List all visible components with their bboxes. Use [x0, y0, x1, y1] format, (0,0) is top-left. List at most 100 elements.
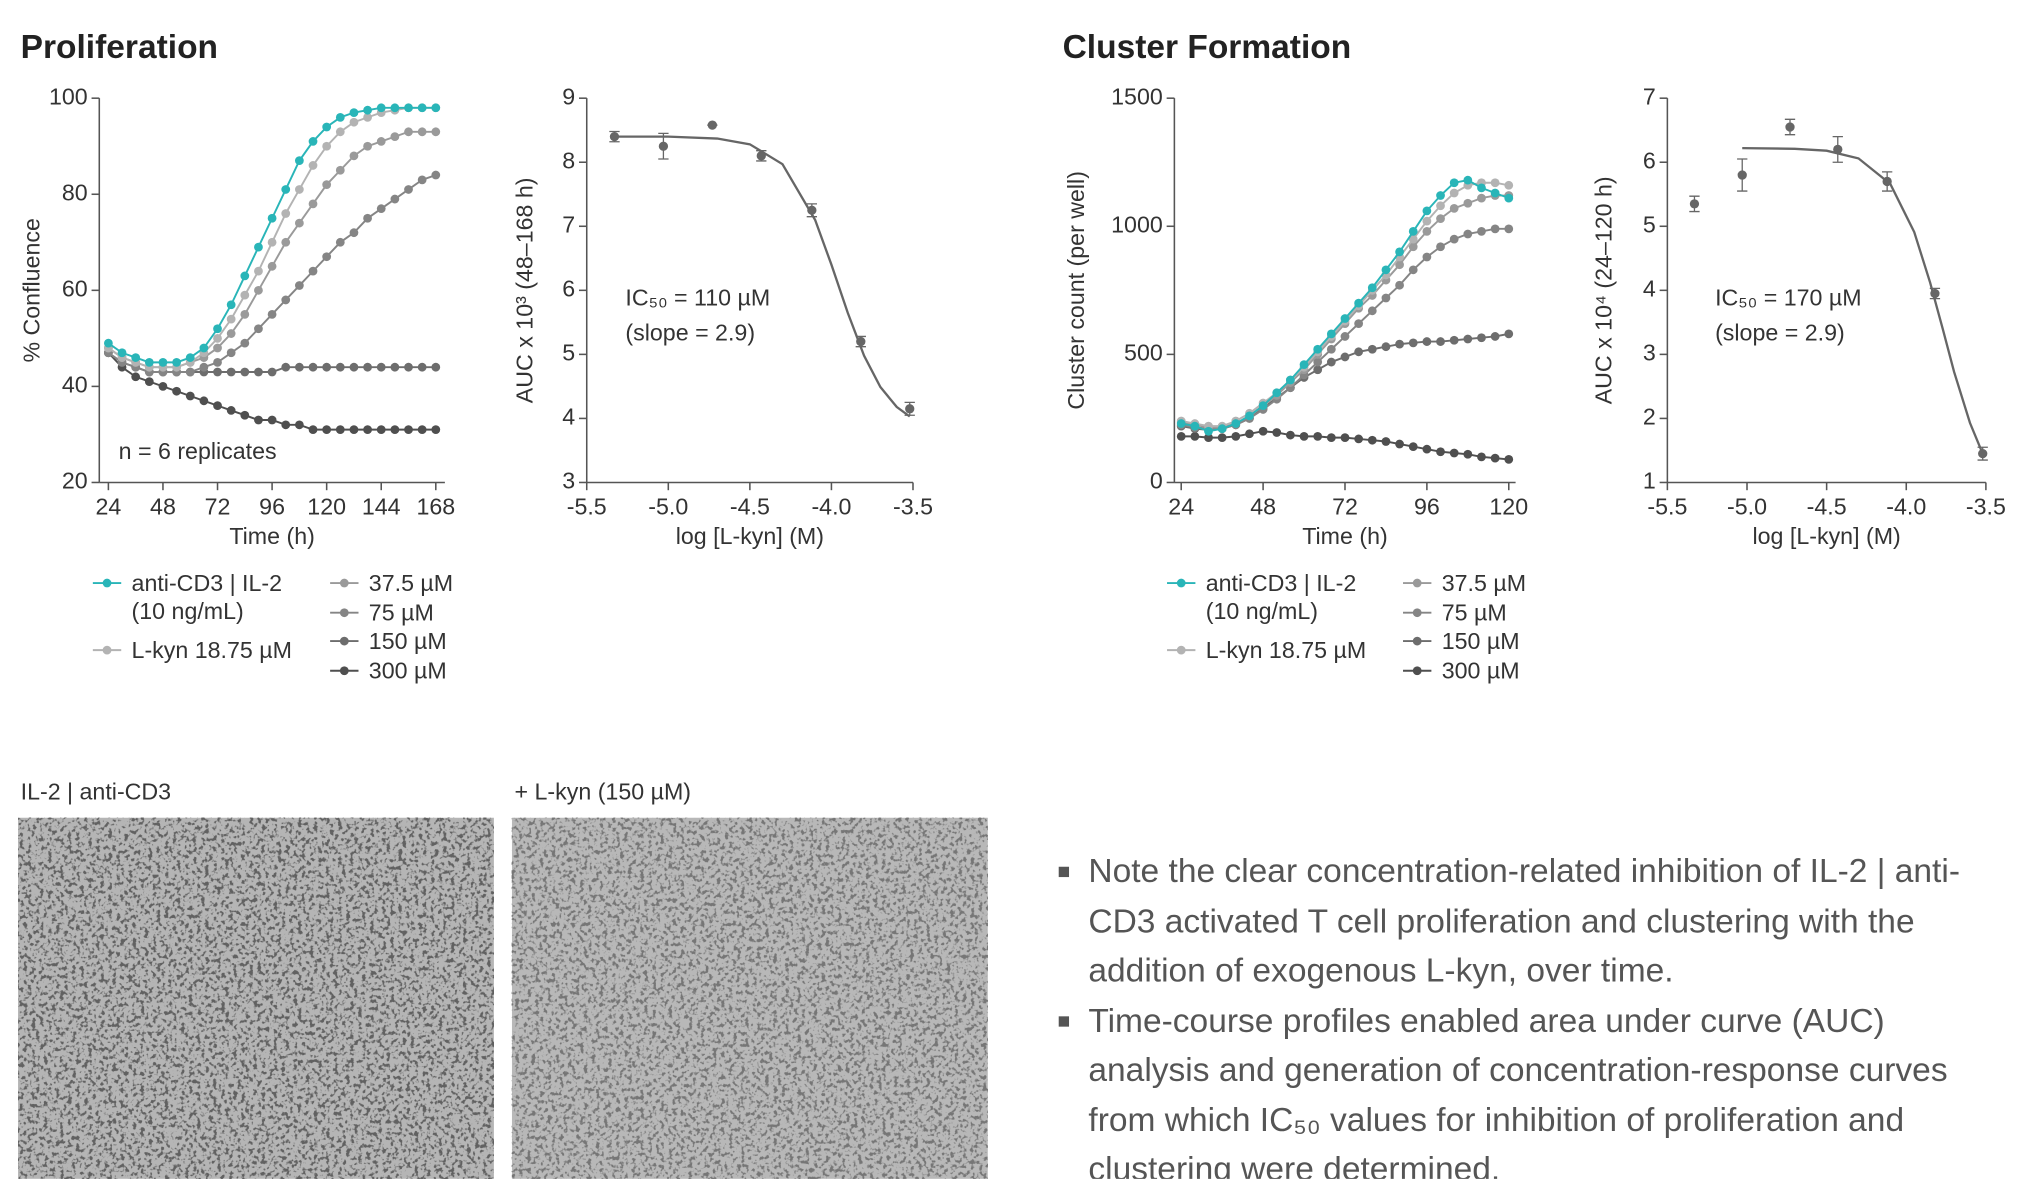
- data-point: [1477, 227, 1486, 236]
- data-point: [1490, 188, 1500, 198]
- data-point: [1217, 433, 1227, 443]
- data-point: [363, 113, 372, 122]
- data-point: [213, 333, 222, 343]
- series-line: [1181, 332, 1509, 431]
- data-point: [1436, 337, 1445, 346]
- data-point: [335, 425, 345, 435]
- data-point: [1354, 434, 1364, 444]
- data-point: [376, 425, 386, 435]
- data-point: [1477, 452, 1486, 462]
- data-point: [254, 367, 263, 377]
- data-point: [267, 415, 277, 425]
- data-point: [294, 420, 304, 430]
- data-point: [213, 324, 222, 334]
- legend-label: 37.5 µM: [1441, 570, 1527, 596]
- y-tick-label: 100: [49, 83, 88, 109]
- data-point: [1449, 178, 1459, 188]
- data-point: [131, 372, 141, 382]
- data-point: [1490, 224, 1500, 234]
- data-point: [1286, 375, 1295, 385]
- data-point: [1272, 428, 1282, 437]
- x-tick-label: 48: [1250, 493, 1276, 519]
- data-point: [213, 357, 222, 367]
- data-point: [226, 314, 236, 324]
- y-tick-label: 4: [1643, 275, 1656, 301]
- x-tick-label: -4.0: [1886, 493, 1926, 519]
- data-point: [308, 266, 318, 276]
- legend-marker: [339, 666, 349, 676]
- legend-label: 300 µM: [1441, 657, 1520, 684]
- data-point: [213, 367, 222, 377]
- legend-label: L-kyn 18.75 µM: [1205, 637, 1367, 664]
- data-point: [267, 237, 277, 247]
- data-point: [1490, 453, 1500, 463]
- data-point: [349, 108, 359, 117]
- legend-label-box: 150 µM: [1441, 628, 1520, 654]
- annotation: IC₅₀ = 110 µM: [625, 284, 770, 310]
- data-point: [1463, 198, 1473, 208]
- data-point: [199, 343, 209, 353]
- x-tick-label: -3.5: [893, 493, 933, 519]
- y-tick-label: 0: [1150, 468, 1163, 494]
- legend-label: 150 µM: [368, 628, 447, 654]
- data-point: [294, 281, 304, 290]
- y-tick-label: 8: [562, 147, 575, 173]
- legend-label: L-kyn 18.75 µM: [131, 637, 293, 664]
- data-point: [390, 425, 400, 435]
- data-point: [199, 396, 209, 406]
- data-point: [1258, 401, 1268, 410]
- data-point: [431, 103, 441, 113]
- data-point: [363, 425, 372, 435]
- data-point: [131, 353, 141, 362]
- data-point: [431, 170, 441, 180]
- data-point: [294, 185, 304, 194]
- data-point: [1313, 344, 1323, 354]
- legend-marker: [1176, 645, 1186, 655]
- legend-marker: [1412, 608, 1422, 618]
- data-point: [1381, 293, 1391, 303]
- data-point: [1326, 433, 1336, 443]
- data-point: [226, 406, 236, 415]
- x-tick-label: 96: [1414, 493, 1440, 519]
- legend-marker: [102, 578, 112, 588]
- y-tick-label: 3: [562, 468, 575, 494]
- data-point: [1463, 229, 1473, 239]
- data-point: [254, 242, 263, 252]
- data-point: [1689, 199, 1700, 209]
- x-tick-label: 168: [416, 493, 455, 519]
- data-point: [1299, 360, 1309, 370]
- data-point: [1326, 329, 1336, 339]
- data-point: [281, 295, 291, 305]
- data-point: [226, 329, 236, 338]
- data-point: [1190, 421, 1200, 431]
- data-point: [1340, 332, 1350, 341]
- x-tick-label: -5.5: [567, 493, 607, 519]
- data-point: [1477, 333, 1486, 343]
- bullet-box: Note the clear concentration-related inh…: [1057, 846, 2011, 1179]
- x-tick-label: 120: [1489, 493, 1528, 519]
- data-point: [254, 324, 263, 334]
- y-tick-label: 40: [62, 372, 88, 398]
- data-point: [1326, 344, 1336, 354]
- data-point: [144, 377, 154, 386]
- data-point: [417, 175, 427, 185]
- data-point: [1422, 337, 1432, 346]
- data-point: [158, 357, 168, 367]
- data-point: [240, 309, 250, 319]
- data-point: [1367, 306, 1377, 316]
- data-point: [1422, 216, 1432, 226]
- data-point: [1381, 265, 1391, 275]
- y-tick-label: 3: [1643, 339, 1656, 365]
- data-point: [1313, 431, 1323, 441]
- data-point: [1340, 352, 1350, 362]
- data-point: [172, 357, 181, 367]
- y-tick-label: 500: [1124, 339, 1163, 365]
- data-point: [308, 137, 318, 146]
- data-point: [1258, 426, 1268, 436]
- x-tick-label: 24: [1168, 493, 1194, 519]
- data-point: [1408, 265, 1418, 275]
- legend-label: 150 µM: [1441, 628, 1520, 654]
- legend-marker: [1412, 578, 1422, 588]
- series-line: [1181, 194, 1509, 429]
- y-tick-label: 4: [562, 404, 575, 430]
